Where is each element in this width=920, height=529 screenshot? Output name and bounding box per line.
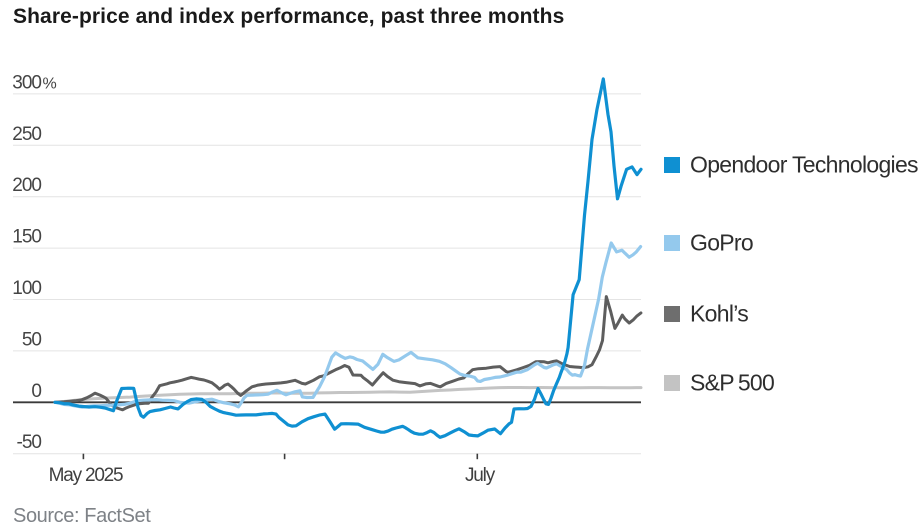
svg-text:100: 100 [12,278,41,299]
svg-text:250: 250 [12,124,41,145]
svg-text:50: 50 [22,329,42,350]
svg-text:300: 300 [12,72,41,93]
svg-text:%: % [43,75,57,92]
svg-text:-50: -50 [17,432,42,453]
svg-text:200: 200 [12,175,41,196]
svg-text:0: 0 [31,381,41,402]
svg-text:150: 150 [12,227,41,248]
